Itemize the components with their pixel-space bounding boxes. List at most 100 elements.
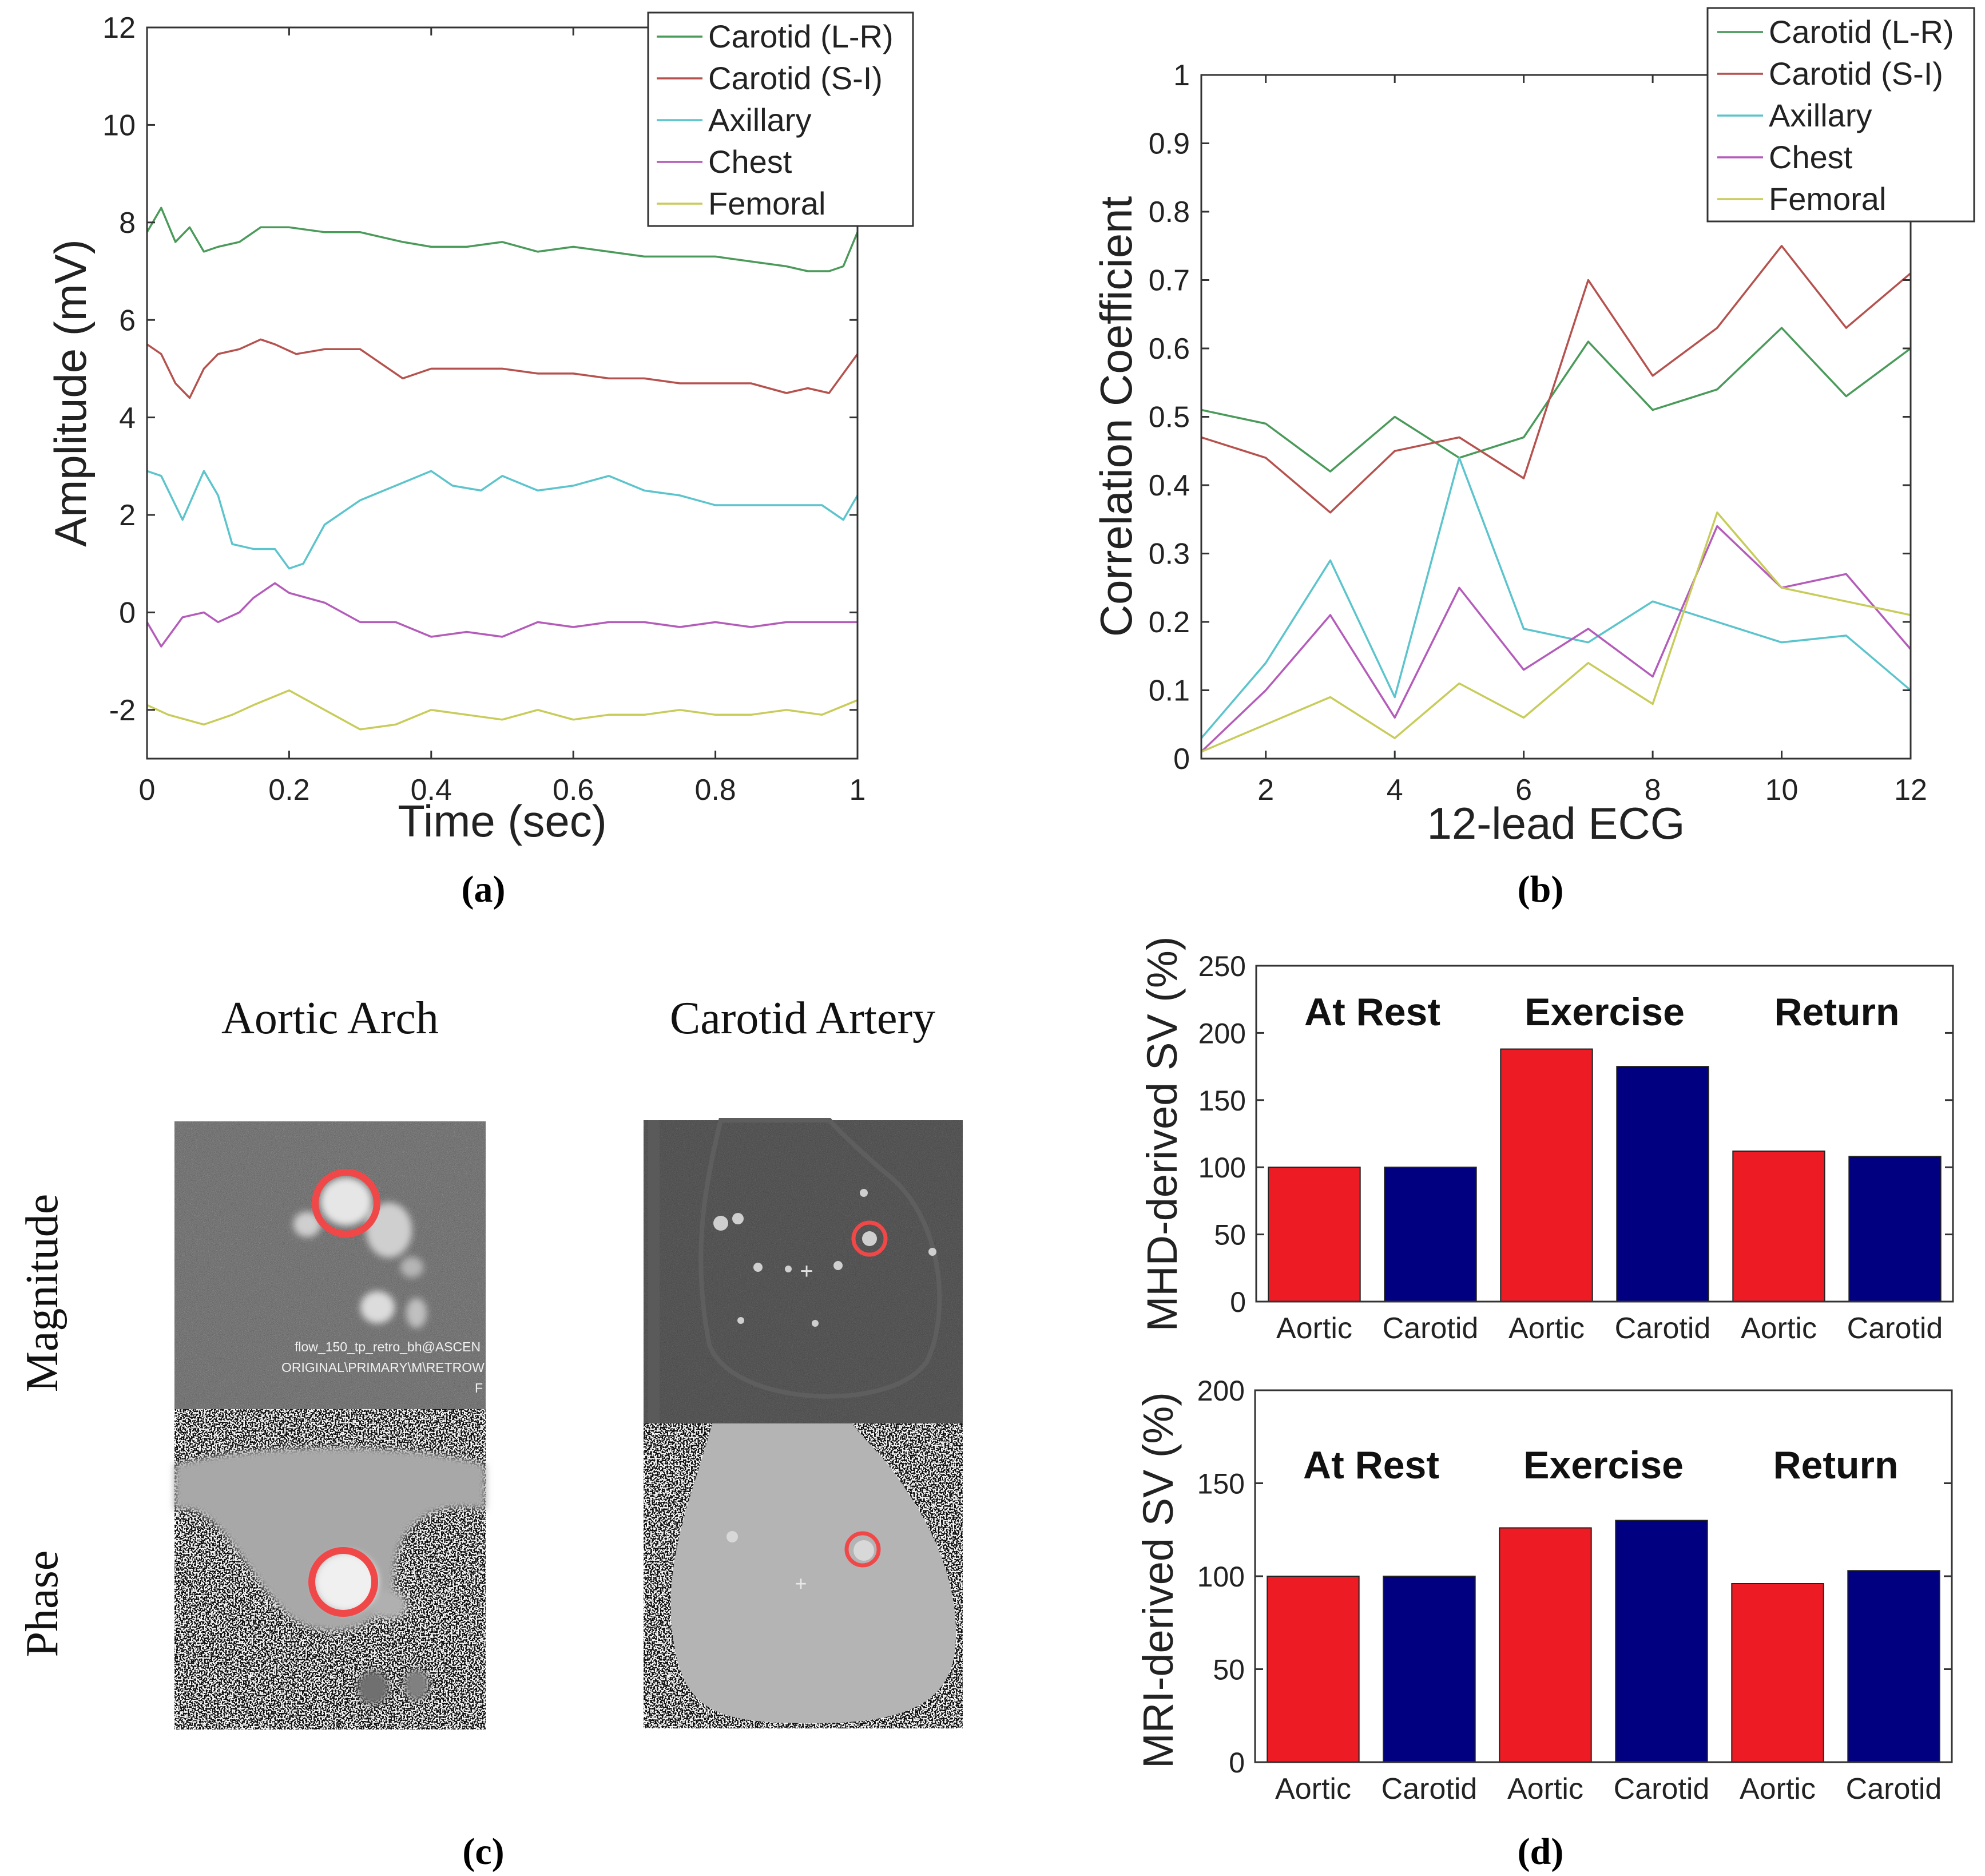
bar-carotid-4 (1616, 1066, 1709, 1302)
y-tick-label: 50 (1214, 1219, 1246, 1251)
panel-c: Aortic Arch Carotid Artery Magnitude Pha… (17, 993, 963, 1873)
y-tick-label: 0.5 (1149, 401, 1190, 434)
legend-entry: Axillary (1769, 97, 1872, 133)
y-tick-label: 0 (1173, 743, 1190, 776)
y-tick-label: 0 (119, 597, 136, 630)
panel-label-b: (b) (1518, 868, 1564, 910)
col-title-carotid-artery: Carotid Artery (670, 993, 935, 1044)
legend-entry: Carotid (S-I) (708, 60, 883, 96)
x-tick-label: 0.8 (694, 774, 736, 807)
x-tick-label: Carotid (1614, 1772, 1710, 1806)
y-tick-label: 0.9 (1149, 128, 1190, 161)
x-tick-label: 0.4 (411, 774, 452, 807)
mri-carotid-magnitude: + (644, 1118, 963, 1423)
legend-entry: Carotid (L-R) (708, 18, 894, 54)
x-tick-label: Aortic (1508, 1312, 1585, 1345)
x-tick-label: Carotid (1847, 1312, 1943, 1345)
series-line-2 (1201, 245, 1911, 514)
x-tick-label: Aortic (1741, 1312, 1817, 1345)
y-tick-label: 50 (1213, 1654, 1245, 1686)
x-tick-label: 2 (1257, 774, 1274, 807)
series-line-5 (147, 689, 857, 731)
row-title-magnitude: Magnitude (17, 1194, 68, 1393)
x-tick-label: 8 (1645, 774, 1661, 807)
legend-entry: Chest (708, 144, 792, 180)
x-tick-label: 0 (139, 774, 156, 807)
chart-d-bottom-yticks: 0 50 100 150 200 (1197, 1375, 1952, 1779)
chart-b-xlabel: 12-lead ECG (1427, 798, 1685, 848)
row-title-phase: Phase (17, 1550, 68, 1657)
x-tick-label: Aortic (1507, 1772, 1583, 1806)
y-tick-label: 150 (1198, 1085, 1246, 1117)
bar-carotid-2 (1383, 1576, 1476, 1763)
chart-b-legend: Carotid (L-R) Carotid (S-I) Axillary Chest F… (1706, 7, 1975, 223)
series-line-4 (1201, 525, 1911, 753)
y-tick-label: 0.4 (1149, 469, 1190, 502)
bar-aortic-5 (1732, 1151, 1825, 1303)
y-tick-label: 0.7 (1149, 264, 1190, 298)
crosshair-icon: + (800, 1259, 813, 1284)
chart-b-yticks: 0 0.1 0.2 0.3 0.4 0.5 0.6 0.7 0.8 0.9 1 (1149, 59, 1911, 776)
group-label: Return (1774, 990, 1899, 1034)
legend-entry: Carotid (L-R) (1769, 14, 1954, 50)
bar-aortic-3 (1500, 1048, 1593, 1303)
y-tick-label: 8 (119, 207, 136, 240)
roi-circle (851, 1220, 888, 1257)
chart-d-top-ylabel: MHD-derived SV (%) (1138, 937, 1186, 1332)
y-tick-label: 0.2 (1149, 606, 1190, 639)
y-tick-label: 0.6 (1149, 332, 1190, 366)
x-tick-label: Carotid (1381, 1772, 1478, 1806)
group-label: At Rest (1304, 990, 1440, 1034)
bar-carotid-2 (1384, 1167, 1477, 1302)
panel-label-d: (d) (1518, 1831, 1564, 1873)
mri-carotid-phase: + (644, 1423, 963, 1728)
chart-a-xlabel: Time (sec) (398, 796, 606, 846)
y-tick-label: 6 (119, 304, 136, 337)
x-tick-label: Carotid (1615, 1312, 1711, 1345)
y-tick-label: -2 (109, 694, 136, 727)
chart-a-series (147, 207, 857, 731)
roi-circle (308, 1547, 378, 1617)
legend-entry: Chest (1769, 139, 1853, 175)
chart-d-top-bars (1268, 1048, 1942, 1303)
col-title-aortic-arch: Aortic Arch (221, 993, 439, 1044)
bar-carotid-6 (1847, 1570, 1940, 1763)
bar-aortic-5 (1731, 1583, 1824, 1763)
chart-d-bottom-bars (1267, 1520, 1940, 1763)
chart-b-series (1201, 245, 1911, 753)
y-tick-label: 0 (1229, 1747, 1245, 1779)
chart-a-frame (146, 26, 859, 760)
series-line-3 (147, 470, 857, 570)
y-tick-label: 200 (1198, 1017, 1246, 1049)
bar-aortic-1 (1268, 1167, 1361, 1302)
bar-carotid-6 (1848, 1156, 1942, 1303)
series-line-3 (1201, 457, 1911, 739)
y-tick-label: 10 (102, 109, 136, 142)
chart-a-legend: Carotid (L-R) Carotid (S-I) Axillary Chest F… (647, 11, 914, 227)
bar-carotid-4 (1615, 1520, 1708, 1763)
group-label: At Rest (1303, 1443, 1439, 1487)
roi-circle (312, 1169, 380, 1238)
x-tick-label: 10 (1765, 774, 1799, 807)
series-line-1 (1201, 327, 1911, 473)
chart-d-top: 0 50 100 150 200 250 Aortic Carotid Aortic Carot… (1138, 937, 1954, 1345)
chart-b: 0 0.1 0.2 0.3 0.4 0.5 0.6 0.7 0.8 0.9 1 2 4 6 8 10 12 1… (1091, 7, 1975, 910)
x-tick-label: 0.2 (268, 774, 309, 807)
x-tick-label: Carotid (1383, 1312, 1479, 1345)
series-line-4 (147, 582, 857, 648)
chart-d-bottom-xticks: Aortic Carotid Aortic Carotid Aortic Carotid (1275, 1772, 1942, 1806)
legend-entry: Femoral (1769, 181, 1886, 217)
x-tick-label: Carotid (1846, 1772, 1942, 1806)
x-tick-label: 0.6 (553, 774, 594, 807)
panel-label-a: (a) (462, 868, 506, 910)
chart-a-ylabel: Amplitude (mV) (45, 239, 96, 546)
group-label: Return (1773, 1443, 1898, 1487)
legend-entry: Carotid (S-I) (1769, 55, 1943, 92)
chart-d-top-frame (1255, 965, 1954, 1303)
legend-entry: Femoral (708, 185, 825, 221)
chart-a-xticks: 0 0.2 0.4 0.6 0.8 1 (139, 27, 866, 807)
x-tick-label: 4 (1387, 774, 1403, 807)
chart-b-ylabel: Correlation Coefficient (1091, 196, 1141, 637)
chart-b-xticks: 2 4 6 8 10 12 (1257, 75, 1927, 807)
